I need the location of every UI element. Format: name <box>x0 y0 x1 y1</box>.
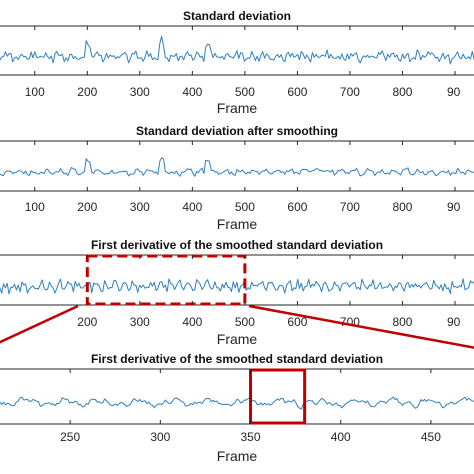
panel-2: Standard deviation after smoothing 100 20… <box>0 124 474 232</box>
panel-4-series-line <box>0 396 474 410</box>
panel-3-highlight-box <box>85 254 247 306</box>
x-tick-label: 250 <box>60 430 80 444</box>
panel-4: First derivative of the smoothed standar… <box>0 352 474 464</box>
panel-1-xlabel: Frame <box>217 100 258 116</box>
x-tick-label: 700 <box>340 85 360 99</box>
zoom-connector-right <box>248 304 474 349</box>
x-tick-label: 800 <box>392 85 412 99</box>
panel-1-title: Standard deviation <box>183 9 291 23</box>
x-tick-label: 600 <box>287 200 307 214</box>
panel-3-axes <box>0 254 474 306</box>
panel-3-xlabel: Frame <box>217 331 258 347</box>
x-tick-label: 400 <box>182 315 202 329</box>
panel-4-xlabel: Frame <box>217 448 258 464</box>
x-tick-label: 600 <box>287 315 307 329</box>
x-tick-label: 100 <box>25 200 45 214</box>
x-tick-label: 300 <box>130 315 150 329</box>
panel-2-xlabel: Frame <box>217 216 258 232</box>
x-tick-label: 400 <box>182 200 202 214</box>
panel-2-title: Standard deviation after smoothing <box>136 124 338 138</box>
x-tick-label: 90 <box>447 200 461 214</box>
x-tick-label: 350 <box>241 430 261 444</box>
panel-4-title: First derivative of the smoothed standar… <box>91 352 383 366</box>
panel-3: First derivative of the smoothed standar… <box>0 238 474 347</box>
x-tick-label: 300 <box>130 85 150 99</box>
x-tick-label: 100 <box>25 85 45 99</box>
x-tick-label: 200 <box>77 85 97 99</box>
x-tick-label: 600 <box>287 85 307 99</box>
x-tick-label: 90 <box>447 85 461 99</box>
zoom-connector-left <box>0 304 79 344</box>
x-tick-label: 90 <box>447 315 461 329</box>
panel-4-axes <box>0 368 474 425</box>
x-tick-label: 400 <box>331 430 351 444</box>
panel-3-x-ticks: 200 300 400 500 600 700 800 90 <box>77 255 461 329</box>
panel-2-series-line <box>0 157 474 177</box>
panel-4-x-ticks: 250 300 350 400 450 <box>60 369 441 444</box>
x-tick-label: 450 <box>421 430 441 444</box>
panel-1: Standard deviation 100 200 300 400 500 600 700… <box>0 9 474 116</box>
panel-1-series-line <box>0 35 474 65</box>
panel-3-series-line <box>0 278 474 295</box>
x-tick-label: 800 <box>392 315 412 329</box>
x-tick-label: 800 <box>392 200 412 214</box>
panel-1-x-ticks: 100 200 300 400 500 600 700 800 90 <box>25 26 461 99</box>
x-tick-label: 500 <box>235 315 255 329</box>
x-tick-label: 500 <box>235 85 255 99</box>
x-tick-label: 200 <box>77 200 97 214</box>
x-tick-label: 200 <box>77 315 97 329</box>
panel-4-highlight-box <box>249 368 307 425</box>
x-tick-label: 700 <box>340 200 360 214</box>
x-tick-label: 300 <box>130 200 150 214</box>
x-tick-label: 300 <box>150 430 170 444</box>
panel-1-axes <box>0 25 474 76</box>
panel-2-axes <box>0 140 474 192</box>
panel-3-title: First derivative of the smoothed standar… <box>91 238 383 252</box>
x-tick-label: 400 <box>182 85 202 99</box>
x-tick-label: 500 <box>235 200 255 214</box>
panel-2-x-ticks: 100 200 300 400 500 600 700 800 90 <box>25 141 461 214</box>
